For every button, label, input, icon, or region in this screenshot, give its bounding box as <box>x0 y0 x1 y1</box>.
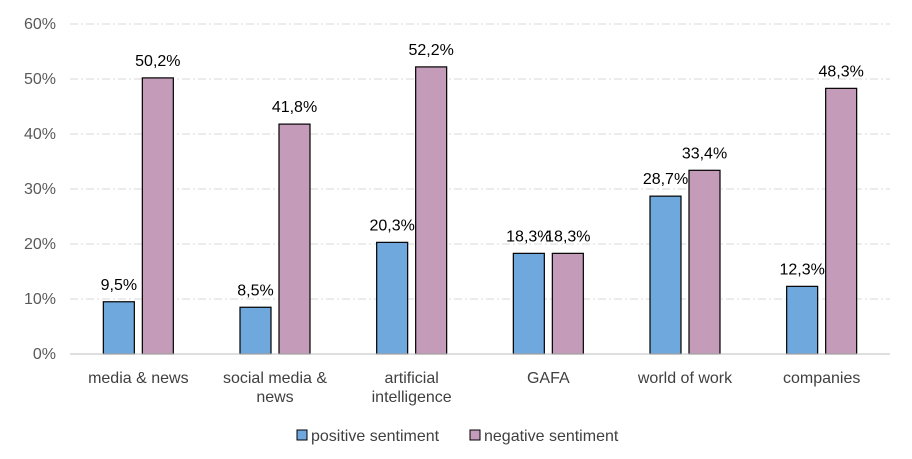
data-label: 18,3% <box>506 228 551 245</box>
x-category-label: media & news <box>88 370 189 387</box>
bar-negative-5 <box>825 87 858 355</box>
bar-positive-0 <box>102 301 135 355</box>
data-label: 12,3% <box>779 261 824 278</box>
legend-swatch <box>469 429 481 441</box>
y-tick-label: 0% <box>33 346 56 363</box>
bar-positive-3 <box>512 252 545 355</box>
x-category-label: world of work <box>637 370 733 387</box>
gridlines <box>70 23 890 300</box>
x-axis: media & news social media & news artificial… <box>70 353 890 406</box>
y-tick-label: 30% <box>24 181 56 198</box>
bar-negative-0 <box>141 77 174 355</box>
y-tick-label: 40% <box>24 126 56 143</box>
bar-positive-2 <box>376 241 409 355</box>
data-label: 9,5% <box>101 277 137 294</box>
y-tick-label: 50% <box>24 71 56 88</box>
bar-negative-4 <box>688 169 721 355</box>
y-tick-label: 60% <box>24 16 56 33</box>
x-category-label: social media & <box>223 370 327 387</box>
data-label: 20,3% <box>369 217 414 234</box>
data-label: 28,7% <box>643 171 688 188</box>
y-axis: 0% 10% 20% 30% 40% 50% 60% <box>24 16 56 363</box>
legend-swatch <box>296 429 308 441</box>
x-category-label: intelligence <box>372 389 452 406</box>
data-label: 8,5% <box>237 282 273 299</box>
legend-label: positive sentiment <box>311 428 440 445</box>
x-category-label: companies <box>783 370 860 387</box>
bar-negative-3 <box>551 252 584 355</box>
bar-negative-1 <box>278 123 311 355</box>
data-label: 52,2% <box>408 42 453 59</box>
bar-positive-1 <box>239 306 272 355</box>
data-label: 18,3% <box>545 228 590 245</box>
y-tick-label: 10% <box>24 291 56 308</box>
x-category-label: news <box>256 389 293 406</box>
y-tick-label: 20% <box>24 236 56 253</box>
x-category-label: GAFA <box>527 370 570 387</box>
bar-positive-5 <box>786 285 819 355</box>
data-label: 33,4% <box>682 145 727 162</box>
data-label: 41,8% <box>272 99 317 116</box>
data-label: 50,2% <box>135 53 180 70</box>
bars: 9,5% 50,2% 8,5% 41,8% 20,3% 52,2% 18,3%18,3% 28… <box>101 42 864 355</box>
bar-negative-2 <box>415 66 448 355</box>
data-label: 48,3% <box>818 63 863 80</box>
bar-positive-4 <box>649 195 682 355</box>
legend-label: negative sentiment <box>484 428 619 445</box>
legend: positive sentiment negative sentiment <box>296 428 619 445</box>
x-category-label: artificial <box>385 370 439 387</box>
